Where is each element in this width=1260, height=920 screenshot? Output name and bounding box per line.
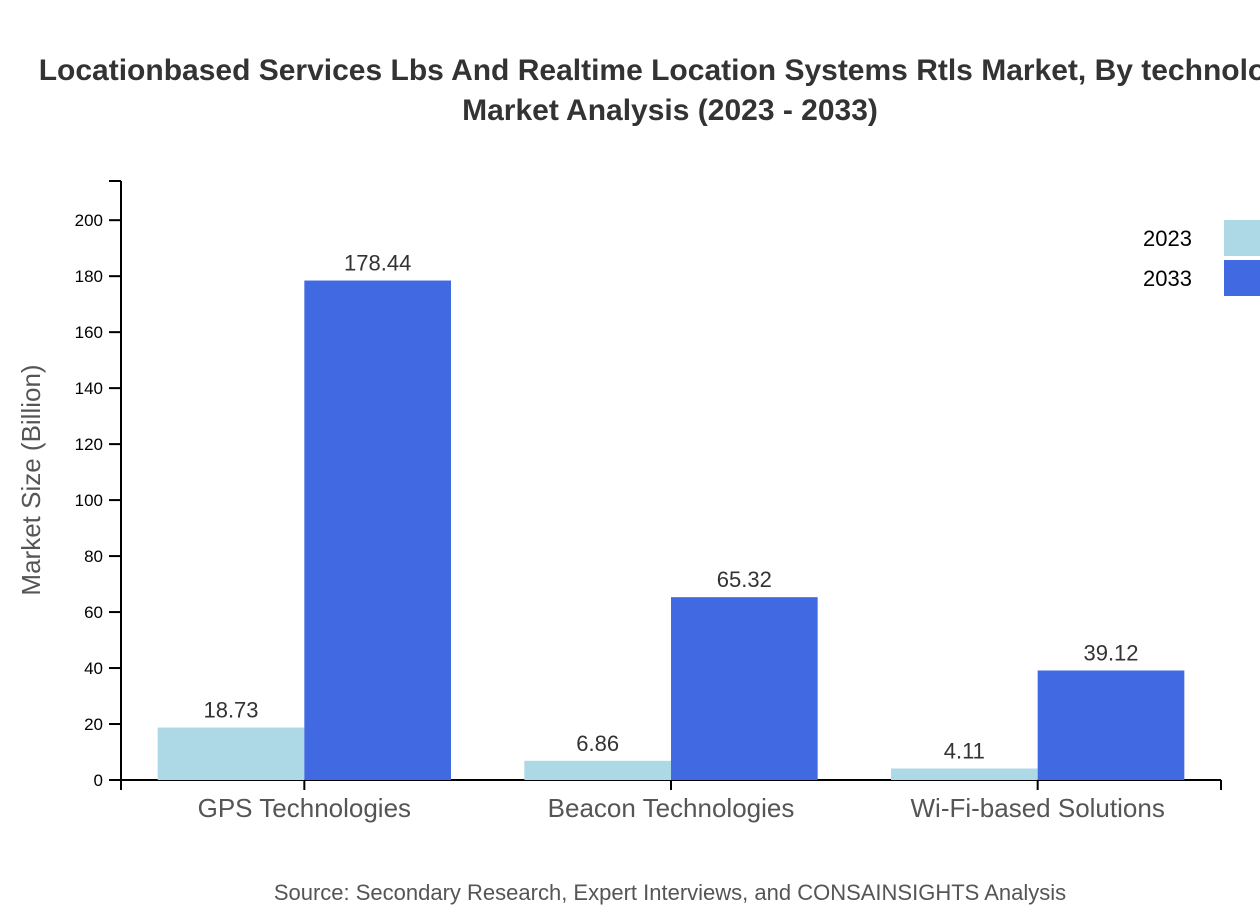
y-tick-label: 120 bbox=[75, 435, 103, 454]
x-tick-label: GPS Technologies bbox=[198, 793, 411, 823]
source-note: Source: Secondary Research, Expert Inter… bbox=[274, 880, 1066, 905]
chart-title-line1: Locationbased Services Lbs And Realtime … bbox=[39, 54, 1260, 87]
bar-2023 bbox=[524, 760, 671, 780]
legend-label: 2033 bbox=[1143, 266, 1192, 291]
bar-2033 bbox=[304, 280, 451, 780]
y-axis-label: Market Size (Billion) bbox=[16, 364, 46, 595]
y-tick-label: 60 bbox=[84, 603, 103, 622]
y-tick-label: 0 bbox=[94, 771, 103, 790]
x-tick-label: Beacon Technologies bbox=[548, 793, 795, 823]
data-label: 178.44 bbox=[344, 251, 411, 276]
bar-2023 bbox=[891, 768, 1038, 780]
x-axis: GPS Technologies Beacon Technologies Wi-Fi… bbox=[120, 779, 1222, 823]
y-axis: 0 20 40 60 80 100 120 140 160 180 200 bbox=[75, 180, 122, 790]
bar-2023 bbox=[157, 727, 305, 780]
y-tick-label: 20 bbox=[84, 715, 103, 734]
data-label: 4.11 bbox=[944, 738, 985, 763]
data-label: 6.86 bbox=[576, 731, 619, 756]
y-tick-label: 100 bbox=[75, 491, 103, 510]
y-tick-label: 40 bbox=[84, 659, 103, 678]
y-tick-label: 180 bbox=[75, 267, 103, 286]
y-tick-label: 80 bbox=[84, 547, 103, 566]
bar-2033 bbox=[671, 597, 818, 780]
y-tick-label: 160 bbox=[75, 323, 103, 342]
data-label: 39.12 bbox=[1083, 641, 1138, 666]
legend-label: 2023 bbox=[1143, 226, 1192, 251]
y-tick-label: 200 bbox=[75, 211, 103, 230]
legend: 2023 2033 bbox=[1143, 220, 1260, 296]
y-tick-label: 140 bbox=[75, 379, 103, 398]
legend-swatch bbox=[1224, 220, 1260, 256]
bars: 18.73 178.44 6.86 65.32 4.11 39.12 bbox=[157, 251, 1185, 780]
legend-swatch bbox=[1224, 260, 1260, 296]
x-tick-label: Wi-Fi-based Solutions bbox=[911, 793, 1165, 823]
data-label: 18.73 bbox=[203, 698, 258, 723]
chart-title-line2: Market Analysis (2023 - 2033) bbox=[462, 94, 878, 127]
data-label: 65.32 bbox=[717, 567, 772, 592]
bar-2033 bbox=[1037, 670, 1185, 780]
